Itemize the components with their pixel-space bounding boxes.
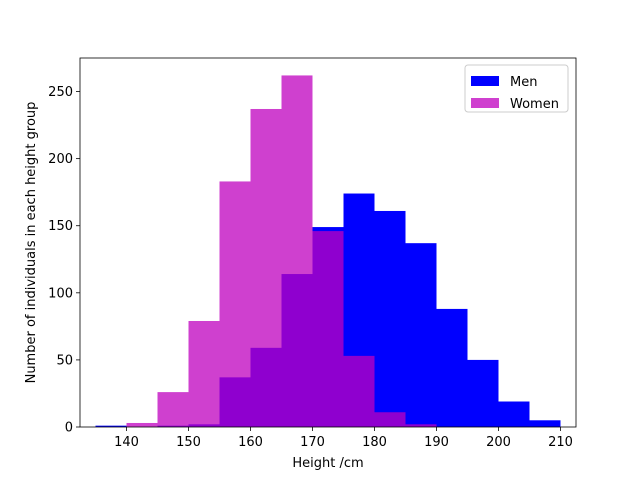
legend-swatch-men: [471, 76, 499, 86]
x-tick-label: 170: [300, 435, 325, 450]
y-tick-label: 0: [65, 421, 73, 436]
x-tick-label: 190: [424, 435, 449, 450]
legend: Men Women: [464, 64, 569, 113]
x-tick-label: 150: [176, 435, 201, 450]
bar-women-165: [281, 75, 313, 427]
x-tick-label: 210: [548, 435, 573, 450]
bar-men-185: [405, 243, 437, 427]
y-tick-label: 50: [56, 353, 73, 368]
x-axis: 140 150 160 170 180 190 200 210: [114, 427, 573, 450]
legend-swatch-women: [471, 98, 499, 108]
bar-women-170: [312, 231, 344, 427]
x-axis-title: Height /cm: [292, 456, 363, 471]
y-tick-label: 250: [48, 85, 73, 100]
x-tick-label: 140: [114, 435, 139, 450]
x-tick-label: 180: [362, 435, 387, 450]
bar-women-155: [219, 181, 251, 427]
plot-frame: [79, 57, 577, 428]
bar-women-140: [126, 422, 158, 427]
bar-women-150: [188, 320, 220, 427]
y-tick-label: 150: [48, 219, 73, 234]
bar-women-145: [157, 392, 189, 427]
legend-label-women: Women: [510, 97, 559, 112]
bar-men-205: [529, 420, 561, 427]
y-tick-label: 100: [48, 286, 73, 301]
bar-women-160: [250, 108, 282, 428]
bar-women-185: [405, 424, 437, 427]
bar-men-190: [436, 308, 468, 427]
x-tick-label: 160: [238, 435, 263, 450]
bar-women-180: [374, 412, 406, 427]
bar-women-175: [343, 355, 375, 427]
bar-men-200: [498, 401, 530, 427]
y-tick-label: 200: [48, 152, 73, 167]
y-axis-title: Number of individuals in each height gro…: [24, 102, 39, 384]
bar-men-195: [467, 359, 499, 427]
bars-layer: [95, 75, 561, 428]
bar-men-135: [95, 425, 127, 427]
y-axis: 0 50 100 150 200 250: [48, 85, 80, 436]
bar-men-180: [374, 210, 406, 427]
x-tick-label: 200: [486, 435, 511, 450]
legend-label-men: Men: [510, 75, 537, 90]
